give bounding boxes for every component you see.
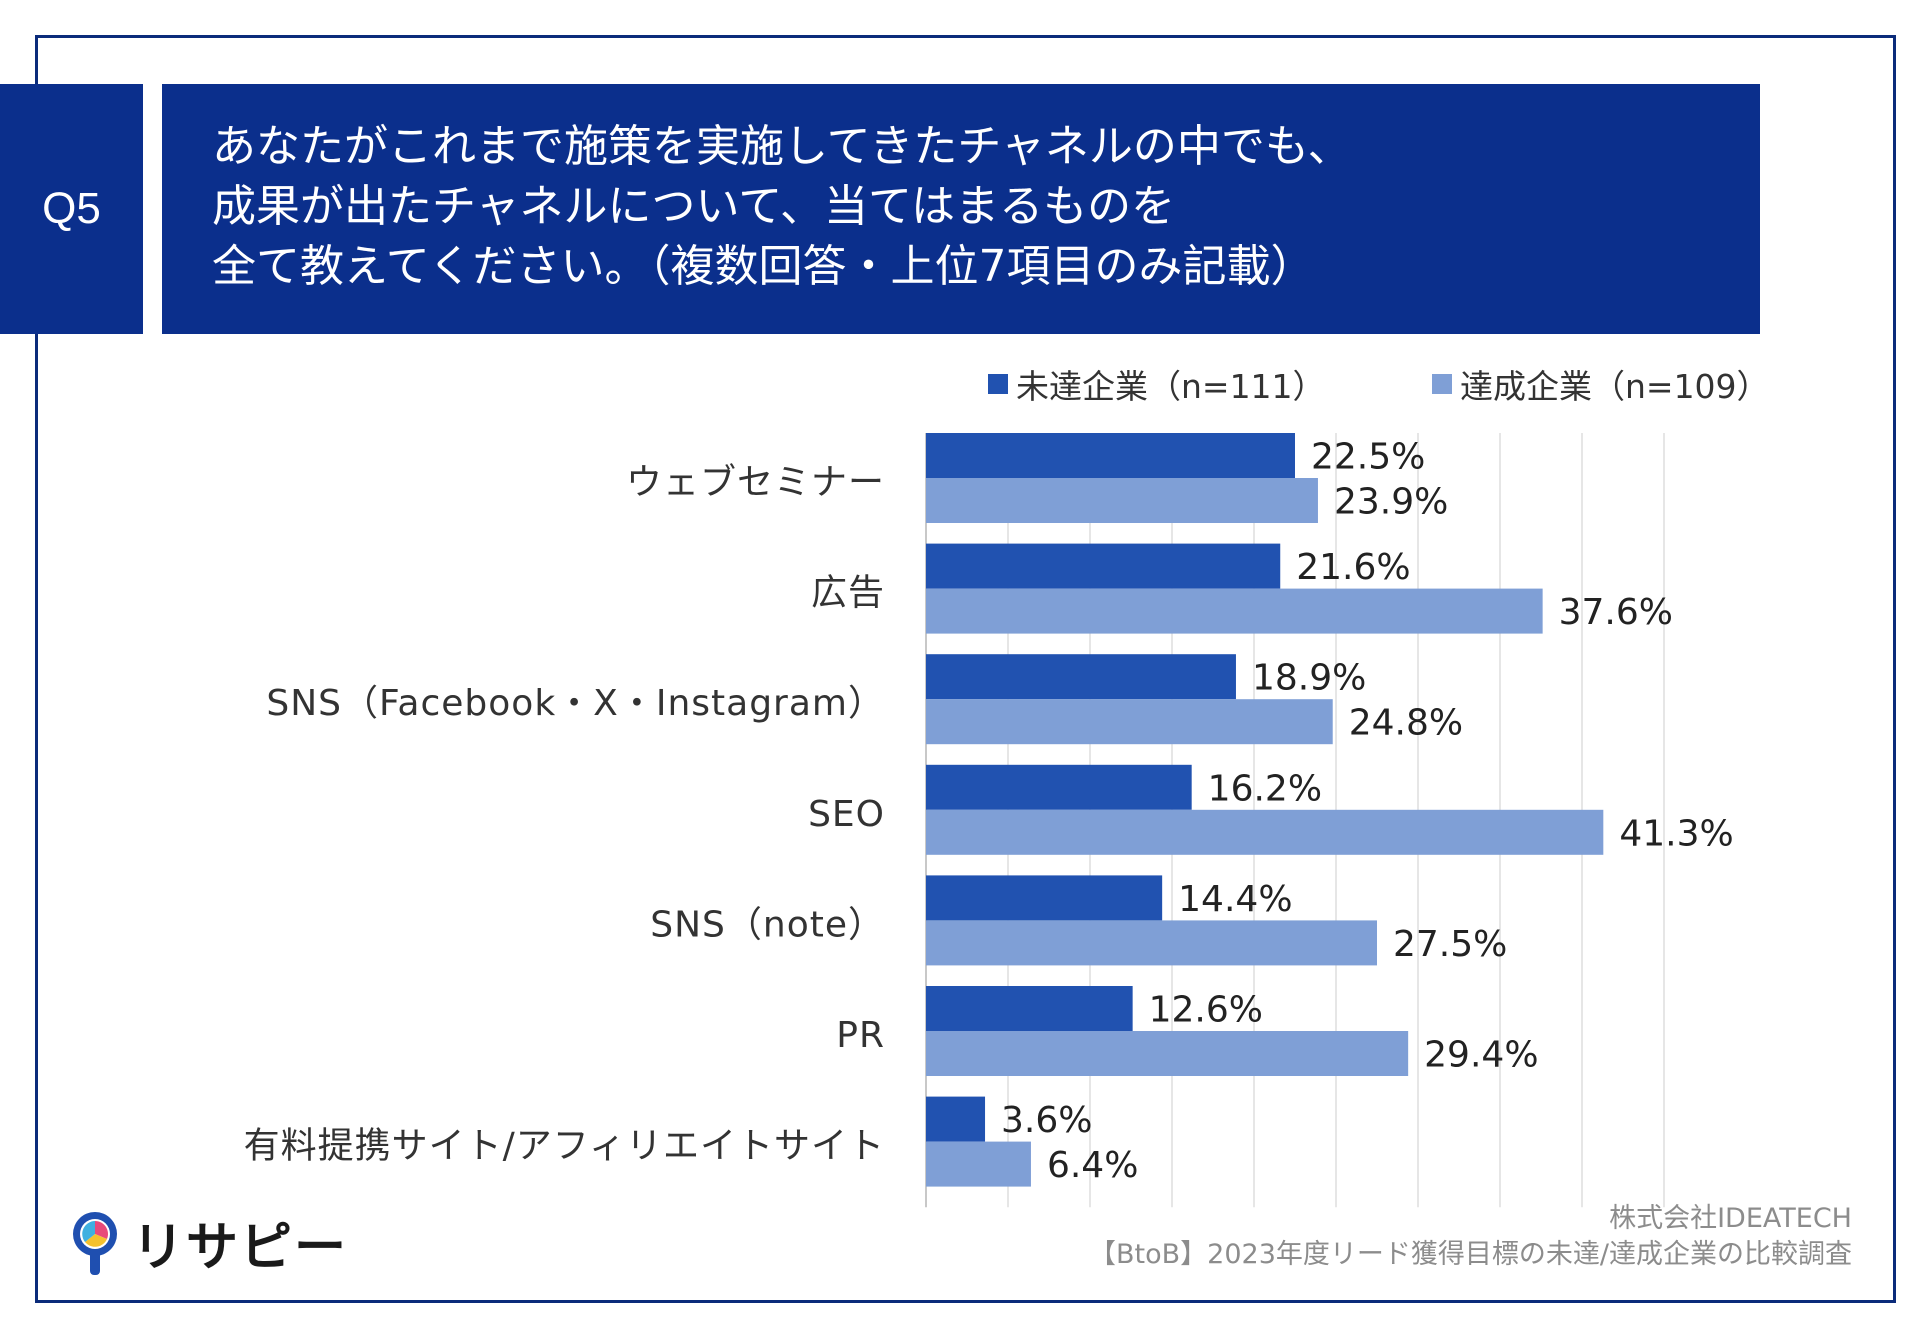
data-label: 24.8% <box>1349 703 1463 744</box>
data-label: 3.6% <box>1001 1100 1092 1141</box>
bar-unachieved <box>926 1096 986 1142</box>
data-label: 37.6% <box>1559 592 1673 633</box>
logo-text: リサピー <box>132 1218 349 1278</box>
outer-frame <box>35 35 1896 1303</box>
data-label: 23.9% <box>1334 482 1448 523</box>
bar-unachieved <box>926 986 1133 1031</box>
question-line-3: 全て教えてください。（複数回答・上位7項目のみ記載） <box>212 241 1315 292</box>
category-label: 広告 <box>811 573 885 614</box>
bar-unachieved <box>926 764 1192 810</box>
legend-swatch-series-2 <box>1432 374 1452 394</box>
data-label: 18.9% <box>1252 658 1366 699</box>
data-label: 21.6% <box>1296 547 1410 588</box>
data-label: 29.4% <box>1424 1035 1538 1076</box>
category-label: SNS（Facebook・X・Instagram） <box>266 683 885 724</box>
category-label: PR <box>836 1015 885 1056</box>
data-label: 27.5% <box>1393 924 1507 965</box>
credit-company: 株式会社IDEATECH <box>1609 1203 1852 1234</box>
question-line-1: あなたがこれまで施策を実施してきたチャネルの中でも、 <box>212 121 1352 172</box>
data-label: 6.4% <box>1047 1145 1138 1186</box>
data-label: 14.4% <box>1178 879 1292 920</box>
data-label: 22.5% <box>1311 437 1425 478</box>
bar-achieved <box>926 478 1318 523</box>
category-label: SEO <box>808 794 885 835</box>
bar-achieved <box>926 920 1377 966</box>
data-label: 16.2% <box>1208 768 1322 809</box>
question-line-2: 成果が出たチャネルについて、当てはまるものを <box>212 181 1176 232</box>
question-box: あなたがこれまで施策を実施してきたチャネルの中でも、 成果が出たチャネルについて… <box>162 84 1760 334</box>
bar-unachieved <box>926 875 1163 921</box>
legend-item-series-2: 達成企業（n=109） <box>1432 360 1770 408</box>
data-label: 41.3% <box>1619 813 1733 854</box>
bar-unachieved <box>926 543 1281 589</box>
bar-achieved <box>926 809 1604 855</box>
category-label: 有料提携サイト/アフィリエイトサイト <box>244 1126 885 1167</box>
credit-survey-title: 【BtoB】2023年度リード獲得目標の未達/達成企業の比較調査 <box>1089 1239 1852 1270</box>
question-number-badge: Q5 <box>0 84 143 334</box>
bar-achieved <box>926 588 1543 634</box>
legend-swatch-series-1 <box>988 374 1008 394</box>
bar-achieved <box>926 1141 1031 1187</box>
bar-unachieved <box>926 654 1236 700</box>
bar-unachieved <box>926 433 1295 478</box>
bar-achieved <box>926 699 1333 745</box>
pin-icon <box>73 1211 117 1275</box>
risapy-logo: リサピー <box>70 1205 348 1280</box>
legend-label-series-2: 達成企業（n=109） <box>1460 367 1770 406</box>
legend-label-series-1: 未達企業（n=111） <box>1016 367 1326 406</box>
category-label: SNS（note） <box>650 904 885 945</box>
category-label: ウェブセミナー <box>626 462 885 503</box>
bar-achieved <box>926 1031 1409 1076</box>
data-label: 12.6% <box>1149 990 1263 1031</box>
legend-item-series-1: 未達企業（n=111） <box>988 360 1326 408</box>
